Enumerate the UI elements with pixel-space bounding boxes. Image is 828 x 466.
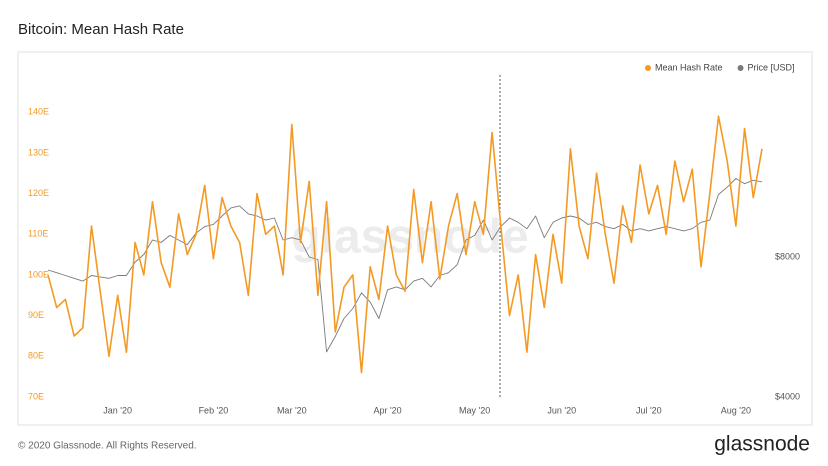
y-tick-label: 70E — [28, 391, 44, 401]
y2-tick-label: $4000 — [775, 391, 800, 401]
chart-frame — [17, 51, 813, 426]
y-tick-label: 130E — [28, 147, 49, 157]
y-tick-label: 80E — [28, 351, 44, 361]
x-tick-label: Apr '20 — [373, 405, 401, 415]
x-tick-label: Jun '20 — [547, 405, 576, 415]
y-tick-label: 110E — [28, 229, 48, 239]
y2-tick-label: $8000 — [775, 251, 800, 261]
legend-marker — [645, 65, 651, 71]
chart-title: Bitcoin: Mean Hash Rate — [18, 21, 184, 38]
legend-label: Price [USD] — [748, 62, 795, 72]
x-tick-label: Aug '20 — [721, 405, 751, 415]
series-line — [47, 178, 763, 353]
logo: glassnode — [714, 433, 810, 456]
y-tick-label: 120E — [28, 188, 49, 198]
y-tick-label: 140E — [28, 107, 49, 117]
series-line — [47, 115, 763, 374]
x-tick-label: Jul '20 — [636, 405, 662, 415]
legend-marker — [737, 65, 744, 71]
legend-label: Mean Hash Rate — [655, 62, 723, 72]
x-tick-label: Feb '20 — [199, 405, 229, 415]
footer: © 2020 Glassnode. All Rights Reserved. — [18, 441, 197, 452]
x-tick-label: Jan '20 — [103, 405, 132, 415]
y-tick-label: 100E — [28, 269, 49, 279]
x-tick-label: May '20 — [459, 405, 490, 415]
x-tick-label: Mar '20 — [277, 405, 307, 415]
y-tick-label: 90E — [28, 310, 44, 320]
